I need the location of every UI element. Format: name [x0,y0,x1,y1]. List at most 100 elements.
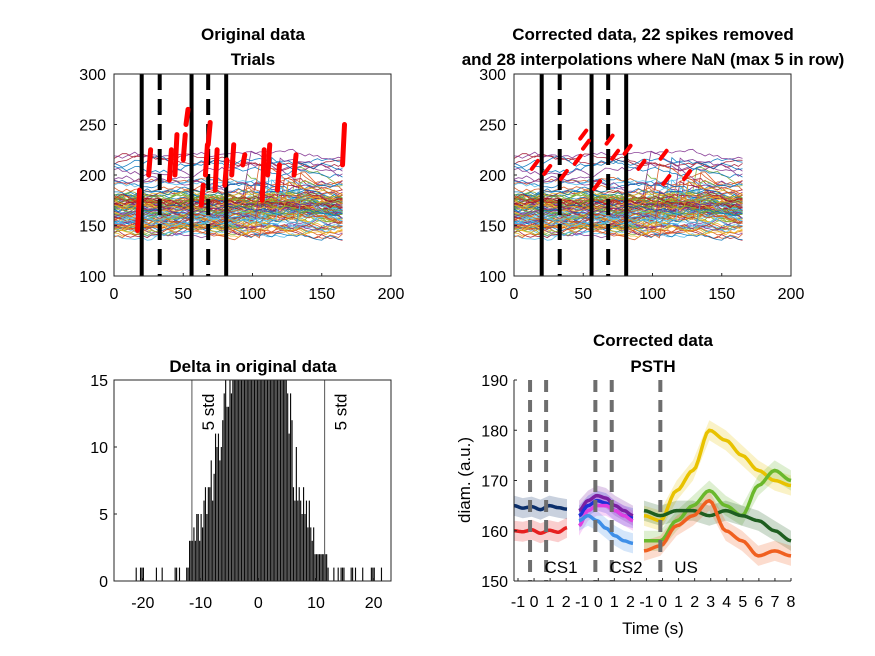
histogram-bar [161,567,163,581]
histogram-bar [258,380,260,581]
histogram-bar [141,567,143,581]
red-spike [135,187,143,234]
histogram-bar [327,567,329,581]
original-ticks: 0 50 100 150 200 100 150 200 250 300 [79,67,404,303]
histogram-bar [308,500,310,581]
delta-threshold-lines: 5 std 5 std [191,380,351,581]
red-spike [240,152,248,168]
histogram-bar [242,380,244,581]
y-tick-label: 15 [90,373,108,390]
trial-trace [113,157,343,189]
histogram-bar [324,554,326,581]
x-tick-label: 7 [770,594,779,611]
x-tick-label: 50 [574,286,592,303]
red-interpolation [610,148,621,161]
corrected-trial-traces [513,148,743,241]
histogram-bar [139,567,142,581]
corrected-event-lines [539,74,629,276]
histogram-bar [285,380,287,581]
histogram-bar [178,567,181,581]
trial-trace [113,208,343,229]
y-tick-label: 5 [99,507,108,524]
psth-series-lines [513,428,792,558]
histogram-bar [226,406,228,581]
trial-trace [513,175,743,198]
histogram-bar [373,567,375,581]
y-tick-label: 160 [481,524,508,541]
trial-trace [113,200,343,217]
psth-error-band [579,495,633,536]
histogram-bar [362,567,364,581]
x-tick-label: 2 [562,594,571,611]
histogram-bar [275,380,277,581]
trial-trace [513,161,743,178]
x-tick-label: -1 [511,594,525,611]
histogram-bar [142,567,144,581]
histogram-bar [294,500,296,581]
histogram-bar [203,500,205,581]
x-tick-label: 1 [674,594,683,611]
histogram-bar [300,500,302,581]
histogram-bar [214,433,217,581]
trial-trace [513,156,743,189]
red-spike [222,157,230,188]
trial-trace [513,157,743,189]
histogram-bar [320,554,322,581]
red-spike [166,147,174,183]
histogram-bar [187,567,189,581]
histogram-bar [249,380,251,581]
x-tick-label: 0 [594,594,603,611]
red-interpolation [529,158,540,171]
red-spike [340,122,348,168]
trial-trace [513,189,743,205]
trial-trace [513,155,743,168]
x-tick-label: 1 [610,594,619,611]
histogram-bar [313,527,315,581]
psth-series-line [578,493,634,518]
histogram-bar [304,514,306,581]
y-tick-label: 250 [79,118,106,135]
histogram-bar [222,420,224,581]
x-tick-label: 0 [658,594,667,611]
psth-series-line [578,513,634,546]
std-annotation: 5 std [332,394,351,431]
histogram-bar [199,540,201,581]
histogram-bar [272,380,274,581]
trial-trace [113,189,343,205]
red-interpolation [658,148,669,161]
histogram-bar [243,380,245,581]
histogram-bar [190,540,192,581]
histogram-bar [271,380,273,581]
red-spike [202,142,210,178]
histogram-bar [207,487,209,581]
histogram-bar [380,567,383,581]
trial-trace [113,198,343,210]
histogram-bar [295,447,297,581]
trial-trace [513,191,743,207]
histogram-bar [245,380,247,581]
original-title-line1: Original data [201,25,305,44]
trial-trace [513,172,743,188]
trial-trace [513,198,743,210]
delta-title: Delta in original data [169,357,337,376]
red-interpolation [572,153,583,166]
histogram-bar [246,380,248,581]
histogram-bar [341,567,344,581]
red-spike [205,119,213,148]
histogram-bar [176,567,178,581]
trial-trace [113,191,343,207]
trial-trace [113,181,343,212]
histogram-bar [265,380,267,581]
trial-trace [513,189,743,201]
x-tick-label: 20 [365,595,383,612]
histogram-bar [220,447,222,581]
histogram-bar [305,500,308,581]
trial-trace [513,220,743,238]
trial-trace [513,196,743,210]
std-annotation: 5 std [199,394,218,431]
x-tick-label: 1 [546,594,555,611]
histogram-bar [288,433,290,581]
trial-trace [513,208,743,229]
x-tick-label: 6 [754,594,763,611]
red-spike [259,147,267,203]
